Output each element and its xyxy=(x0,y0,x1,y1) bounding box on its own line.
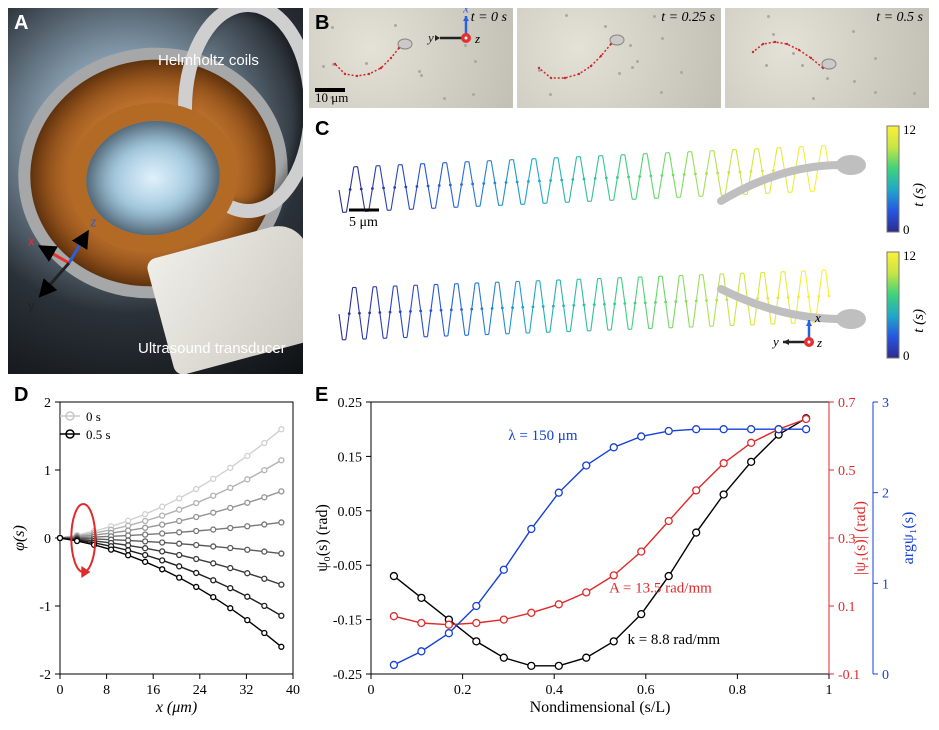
svg-text:ψ₀(s) (rad): ψ₀(s) (rad) xyxy=(314,504,331,572)
axes-3d-a: z x y xyxy=(14,208,124,318)
svg-text:φ(s): φ(s) xyxy=(11,525,28,551)
panel-a-label: A xyxy=(14,12,28,35)
panel-c-label: C xyxy=(315,118,329,141)
svg-text:0: 0 xyxy=(903,348,910,363)
svg-text:0.05: 0.05 xyxy=(338,505,363,520)
panel-e: E 00.20.40.60.81-0.25-0.15-0.050.050.150… xyxy=(309,380,929,722)
svg-text:Nondimensional (s/L): Nondimensional (s/L) xyxy=(530,699,671,716)
svg-text:0.4: 0.4 xyxy=(545,683,563,698)
panel-a: Helmholtz coils Ultrasound transducer z x… xyxy=(8,8,303,374)
svg-text:-2: -2 xyxy=(39,668,51,683)
time-label-1: t = 0.25 s xyxy=(661,10,715,26)
svg-text:0: 0 xyxy=(903,222,910,237)
svg-text:24: 24 xyxy=(193,683,207,698)
svg-text:x (μm): x (μm) xyxy=(155,699,197,716)
svg-text:2: 2 xyxy=(882,487,889,502)
panel-e-label: E xyxy=(315,384,328,407)
transducer-annotation: Ultrasound transducer xyxy=(138,340,286,357)
svg-text:0.1: 0.1 xyxy=(838,600,856,615)
svg-text:5 μm: 5 μm xyxy=(349,215,378,230)
micrograph-0: x y z t = 0 s 10 μm xyxy=(309,8,513,108)
svg-text:0 s: 0 s xyxy=(86,409,101,424)
svg-text:0.8: 0.8 xyxy=(729,683,747,698)
svg-text:k = 8.8 rad/mm: k = 8.8 rad/mm xyxy=(627,632,720,648)
svg-text:-0.05: -0.05 xyxy=(333,559,362,574)
figure-grid: Helmholtz coils Ultrasound transducer zx… xyxy=(8,8,931,722)
svg-text:0.7: 0.7 xyxy=(838,396,856,411)
svg-text:12: 12 xyxy=(903,248,916,263)
svg-text:A = 13.5 rad/mm: A = 13.5 rad/mm xyxy=(609,580,712,596)
panel-c: C 5 μm120t (s)xyz120t (s) xyxy=(309,114,929,374)
svg-text:1: 1 xyxy=(882,577,889,592)
svg-text:0: 0 xyxy=(368,683,375,698)
panel-d: D 0 8 16 24 32 40 -2 -1 0 1 2 x (μm) φ(s) 0 s 0.5 s xyxy=(8,380,303,722)
panel-d-label: D xyxy=(14,384,28,407)
svg-text:t (s): t (s) xyxy=(911,183,927,207)
svg-text:z: z xyxy=(474,31,480,46)
svg-text:y: y xyxy=(771,334,779,349)
svg-text:0.6: 0.6 xyxy=(637,683,655,698)
svg-text:-0.25: -0.25 xyxy=(333,668,362,683)
svg-text:3: 3 xyxy=(882,396,889,411)
svg-text:-1: -1 xyxy=(39,600,51,615)
svg-text:0.5 s: 0.5 s xyxy=(86,427,111,442)
svg-text:-0.1: -0.1 xyxy=(838,668,860,683)
svg-text:-0.15: -0.15 xyxy=(333,614,362,629)
svg-text:0.2: 0.2 xyxy=(454,683,472,698)
panel-a-photo: Helmholtz coils Ultrasound transducer z x… xyxy=(8,8,303,374)
svg-text:1: 1 xyxy=(826,683,833,698)
svg-text:x: x xyxy=(28,233,35,248)
svg-text:x: x xyxy=(814,310,821,325)
panel-b-label: B xyxy=(315,12,329,35)
svg-text:2: 2 xyxy=(44,396,51,411)
micrograph-1: t = 0.25 s xyxy=(517,8,721,108)
panel-c-svg: 5 μm120t (s)xyz120t (s) xyxy=(309,114,929,374)
svg-text:x: x xyxy=(462,8,469,15)
svg-text:z: z xyxy=(816,335,822,350)
panel-e-chart: 0 0.2 0.4 0.6 0.8 1 -0.25 -0.15 -0.05 0.05 0.15 0.2… xyxy=(309,380,929,722)
svg-text:0.25: 0.25 xyxy=(338,396,363,411)
panel-d-chart: 0 8 16 24 32 40 -2 -1 0 1 2 x (μm) φ(s) 0 s 0.5 s xyxy=(8,380,303,722)
panel-b: B x y z t = 0 s 10 μm t = 0.25 s t = 0.5 s xyxy=(309,8,929,108)
svg-text:z: z xyxy=(90,215,97,230)
svg-text:y: y xyxy=(426,30,434,45)
svg-text:12: 12 xyxy=(903,122,916,137)
svg-text:λ = 150 μm: λ = 150 μm xyxy=(508,428,578,444)
svg-text:1: 1 xyxy=(44,464,51,479)
time-label-2: t = 0.5 s xyxy=(876,10,923,26)
svg-text:t (s): t (s) xyxy=(911,309,927,333)
svg-text:|ψ₁(s)| (rad): |ψ₁(s)| (rad) xyxy=(852,501,869,575)
coils-annotation: Helmholtz coils xyxy=(158,52,259,69)
svg-text:0: 0 xyxy=(44,532,51,547)
svg-text:40: 40 xyxy=(286,683,300,698)
svg-text:argψ₁(s): argψ₁(s) xyxy=(900,512,917,565)
svg-text:32: 32 xyxy=(239,683,253,698)
svg-text:0: 0 xyxy=(882,668,889,683)
svg-text:16: 16 xyxy=(146,683,160,698)
micrograph-2: t = 0.5 s xyxy=(725,8,929,108)
scalebar-b-label: 10 μm xyxy=(315,90,348,106)
svg-text:0: 0 xyxy=(57,683,64,698)
svg-text:8: 8 xyxy=(103,683,110,698)
time-label-0: t = 0 s xyxy=(471,10,507,26)
svg-text:0.15: 0.15 xyxy=(338,450,363,465)
svg-text:y: y xyxy=(28,298,35,313)
svg-text:0.5: 0.5 xyxy=(838,464,856,479)
